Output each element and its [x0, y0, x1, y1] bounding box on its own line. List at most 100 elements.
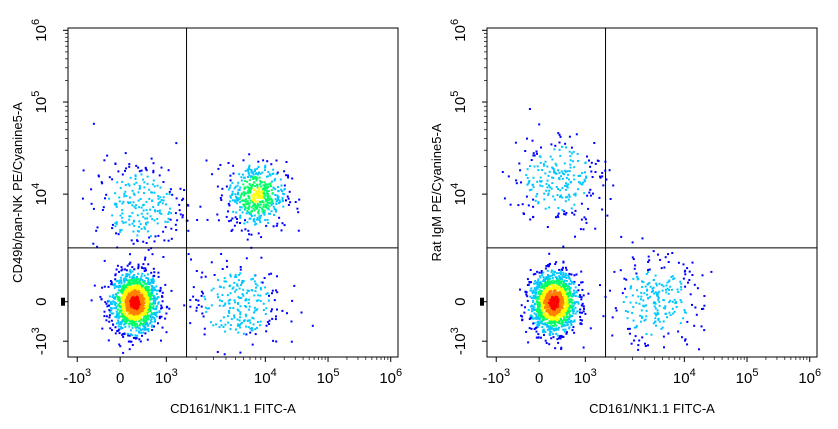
event-dot-0 [117, 304, 120, 307]
event-dot-2 [142, 215, 145, 218]
event-dot-0 [580, 281, 583, 284]
event-dot-0 [584, 312, 587, 315]
event-dot-1 [255, 172, 258, 175]
event-dot-0 [538, 281, 541, 284]
event-dot-1 [253, 220, 256, 223]
event-dot-0 [145, 320, 148, 322]
event-dot-0 [553, 329, 556, 332]
event-dot-0 [99, 295, 102, 298]
event-dot-2 [611, 316, 614, 319]
event-dot-0 [540, 270, 543, 272]
event-dot-2 [632, 306, 635, 308]
event-dot-1 [243, 176, 246, 179]
event-dot-2 [614, 307, 617, 310]
event-dot-0 [548, 328, 551, 331]
event-dot-1 [557, 132, 560, 135]
event-dot-0 [139, 290, 142, 292]
event-dot-1 [261, 200, 264, 203]
event-dot-1 [544, 160, 547, 163]
event-dot-0 [566, 318, 569, 321]
event-dot-0 [122, 303, 125, 306]
event-dot-2 [170, 237, 173, 240]
event-dot-0 [564, 324, 567, 327]
event-dot-2 [124, 169, 126, 172]
event-dot-3 [245, 325, 248, 328]
plot-frame [67, 27, 399, 358]
event-dot-0 [161, 300, 164, 303]
event-dot-1 [518, 162, 521, 165]
event-dot-3 [224, 302, 227, 305]
event-dot-0 [133, 294, 136, 297]
event-dot-1 [258, 192, 261, 195]
panel-1: -103 0 103 104 105 106-1030104105106CD161/NK1… [10, 19, 402, 416]
event-dot-2 [655, 324, 657, 327]
event-dot-1 [601, 175, 604, 178]
event-dot-1 [280, 229, 283, 232]
event-dot-0 [132, 309, 135, 312]
event-dot-2 [138, 170, 141, 173]
event-dot-1 [542, 163, 545, 166]
event-dot-0 [523, 311, 526, 314]
event-dot-2 [138, 187, 141, 190]
event-dot-0 [535, 296, 538, 299]
event-dot-0 [127, 291, 129, 294]
event-dot-0 [555, 332, 558, 335]
event-dot-0 [548, 343, 551, 346]
event-dot-0 [542, 307, 545, 309]
event-dot-1 [556, 214, 559, 217]
event-dot-1 [260, 185, 263, 188]
event-dot-1 [548, 184, 550, 187]
event-dot-1 [568, 150, 571, 153]
event-dot-0 [124, 312, 127, 315]
event-dot-0 [136, 300, 139, 303]
event-dot-3 [238, 319, 241, 322]
event-dot-0 [560, 325, 563, 328]
event-dot-0 [152, 280, 155, 283]
event-dot-2 [655, 284, 658, 287]
event-dot-2 [628, 327, 631, 330]
event-dot-0 [534, 288, 537, 291]
event-dot-1 [514, 141, 517, 144]
event-dot-0 [147, 287, 150, 290]
event-dot-1 [263, 192, 266, 195]
event-dot-0 [532, 296, 535, 299]
event-dot-1 [277, 189, 280, 192]
event-dot-0 [556, 321, 559, 324]
event-dot-0 [122, 305, 125, 308]
event-dot-2 [149, 208, 152, 211]
event-dot-2 [146, 175, 149, 178]
event-dot-1 [582, 181, 585, 184]
event-dot-0 [144, 298, 147, 301]
event-dot-3 [200, 294, 203, 297]
event-dot-0 [135, 284, 138, 287]
event-dot-1 [237, 199, 240, 202]
event-dot-0 [150, 325, 153, 328]
event-dot-2 [154, 210, 157, 213]
event-dot-0 [531, 292, 534, 295]
event-dot-1 [252, 219, 255, 222]
event-dot-2 [625, 296, 628, 298]
event-dot-1 [283, 170, 286, 173]
event-dot-0 [583, 307, 585, 310]
event-dot-1 [532, 198, 535, 201]
event-dot-0 [535, 292, 538, 295]
event-dot-2 [123, 193, 126, 195]
event-dot-0 [141, 272, 144, 275]
event-dot-0 [144, 306, 147, 309]
event-dot-3 [229, 273, 232, 276]
event-dot-2 [138, 184, 141, 187]
event-dot-3 [254, 282, 257, 285]
event-dot-2 [652, 289, 654, 292]
event-dot-2 [684, 273, 687, 276]
event-dot-1 [547, 174, 550, 177]
event-dot-0 [158, 311, 161, 313]
event-dot-2 [693, 324, 696, 327]
event-dot-2 [162, 196, 165, 199]
event-dot-2 [153, 219, 156, 222]
event-dot-0 [566, 324, 569, 326]
event-dot-0 [563, 323, 566, 326]
event-dot-0 [141, 267, 144, 270]
event-dot-0 [572, 294, 575, 297]
event-dot-1 [242, 199, 245, 202]
event-dot-1 [227, 210, 229, 213]
